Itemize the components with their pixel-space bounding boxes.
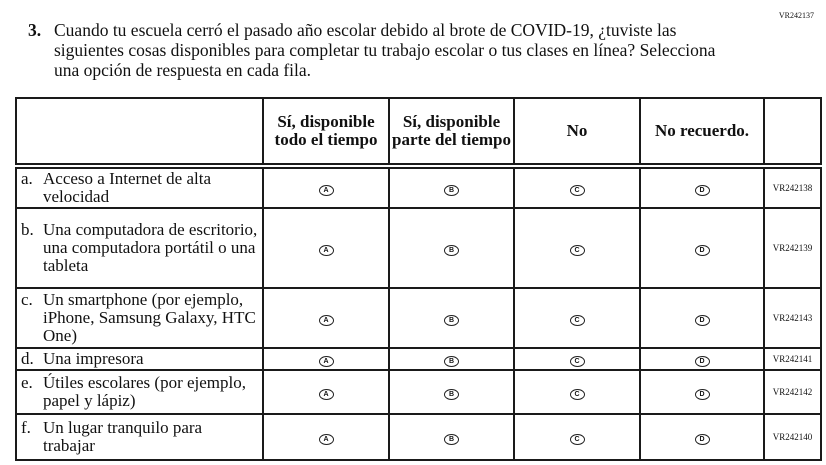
answer-bubble-b[interactable]: B: [444, 434, 459, 445]
answer-bubble-c[interactable]: C: [569, 315, 585, 326]
option-cell: A: [262, 165, 390, 209]
row-label: f. Un lugar tranquilo para trabajar: [15, 413, 264, 461]
item-code: VR242138: [763, 165, 822, 209]
option-cell: C: [513, 369, 641, 415]
table-row: a. Acceso a Internet de alta velocidad A B C…: [15, 165, 822, 209]
option-cell: A: [262, 207, 390, 289]
table-row: d. Una impresora A B C D VR242141: [15, 347, 822, 371]
item-code: VR242143: [763, 287, 822, 349]
option-cell: D: [639, 369, 765, 415]
row-letter: a.: [21, 169, 33, 188]
option-cell: C: [513, 287, 641, 349]
row-letter: f.: [21, 418, 31, 437]
row-text: Acceso a Internet de alta velocidad: [43, 169, 212, 206]
answer-bubble-d[interactable]: D: [694, 356, 710, 367]
row-text: Una impresora: [43, 349, 144, 368]
answer-bubble-a[interactable]: A: [318, 185, 334, 196]
answer-bubble-a[interactable]: A: [318, 356, 334, 367]
option-cell: B: [388, 165, 515, 209]
answer-bubble-c[interactable]: C: [569, 245, 585, 256]
question: 3. Cuando tu escuela cerró el pasado año…: [28, 20, 728, 80]
question-number: 3.: [28, 20, 42, 40]
row-label: c. Un smartphone (por ejemplo, iPhone, Sa…: [15, 287, 264, 349]
option-cell: A: [262, 413, 390, 461]
option-cell: D: [639, 347, 765, 371]
answer-bubble-c[interactable]: C: [569, 389, 585, 400]
row-text: Una computadora de escritorio, una compu…: [43, 220, 258, 275]
header-col-c: No: [513, 97, 641, 169]
row-label: a. Acceso a Internet de alta velocidad: [15, 165, 264, 209]
row-label: d. Una impresora: [15, 347, 264, 371]
table-row: b. Una computadora de escritorio, una com…: [15, 207, 822, 289]
answer-bubble-d[interactable]: D: [694, 434, 710, 445]
answer-bubble-a[interactable]: A: [318, 315, 334, 326]
item-code: VR242142: [763, 369, 822, 415]
question-text: Cuando tu escuela cerró el pasado año es…: [54, 20, 716, 80]
row-label: e. Útiles escolares (por ejemplo, papel y…: [15, 369, 264, 415]
row-letter: b.: [21, 220, 34, 239]
row-text: Un lugar tranquilo para trabajar: [43, 418, 203, 455]
option-cell: C: [513, 165, 641, 209]
answer-bubble-a[interactable]: A: [318, 245, 334, 256]
answer-bubble-c[interactable]: C: [569, 356, 585, 367]
table-row: f. Un lugar tranquilo para trabajar A B C D VR…: [15, 413, 822, 461]
answer-bubble-b[interactable]: B: [444, 245, 459, 256]
option-cell: B: [388, 207, 515, 289]
row-text: Útiles escolares (por ejemplo, papel y l…: [43, 373, 246, 410]
option-cell: D: [639, 413, 765, 461]
answer-bubble-a[interactable]: A: [318, 434, 334, 445]
option-cell: B: [388, 369, 515, 415]
answer-bubble-c[interactable]: C: [569, 434, 585, 445]
answer-bubble-d[interactable]: D: [694, 245, 710, 256]
option-cell: B: [388, 287, 515, 349]
item-code: VR242139: [763, 207, 822, 289]
item-code: VR242141: [763, 347, 822, 371]
row-label: b. Una computadora de escritorio, una com…: [15, 207, 264, 289]
option-cell: A: [262, 347, 390, 371]
header-col-a: Sí, disponible todo el tiempo: [262, 97, 390, 169]
header-col-d: No recuerdo.: [639, 97, 765, 169]
header-blank: [15, 97, 264, 169]
option-cell: D: [639, 207, 765, 289]
answer-bubble-b[interactable]: B: [444, 356, 459, 367]
answer-bubble-a[interactable]: A: [318, 389, 334, 400]
answer-bubble-d[interactable]: D: [694, 185, 710, 196]
option-cell: B: [388, 413, 515, 461]
page-code: VR242137: [778, 11, 814, 20]
row-letter: d.: [21, 349, 34, 368]
option-cell: A: [262, 287, 390, 349]
row-text: Un smartphone (por ejemplo, iPhone, Sams…: [43, 290, 256, 345]
table-row: e. Útiles escolares (por ejemplo, papel y…: [15, 369, 822, 415]
option-cell: D: [639, 287, 765, 349]
option-cell: A: [262, 369, 390, 415]
response-grid: Sí, disponible todo el tiempo Sí, dispon…: [15, 97, 822, 461]
option-cell: C: [513, 413, 641, 461]
answer-bubble-c[interactable]: C: [569, 185, 585, 196]
item-code: VR242140: [763, 413, 822, 461]
answer-bubble-b[interactable]: B: [444, 315, 459, 326]
answer-bubble-d[interactable]: D: [694, 315, 710, 326]
option-cell: C: [513, 347, 641, 371]
option-cell: B: [388, 347, 515, 371]
header-col-b: Sí, disponible parte del tiempo: [388, 97, 515, 169]
row-letter: e.: [21, 373, 33, 392]
option-cell: D: [639, 165, 765, 209]
table-row: c. Un smartphone (por ejemplo, iPhone, Sa…: [15, 287, 822, 349]
answer-bubble-b[interactable]: B: [444, 185, 459, 196]
answer-bubble-b[interactable]: B: [444, 389, 459, 400]
header-code: [763, 97, 822, 169]
option-cell: C: [513, 207, 641, 289]
row-letter: c.: [21, 290, 33, 309]
answer-bubble-d[interactable]: D: [694, 389, 710, 400]
